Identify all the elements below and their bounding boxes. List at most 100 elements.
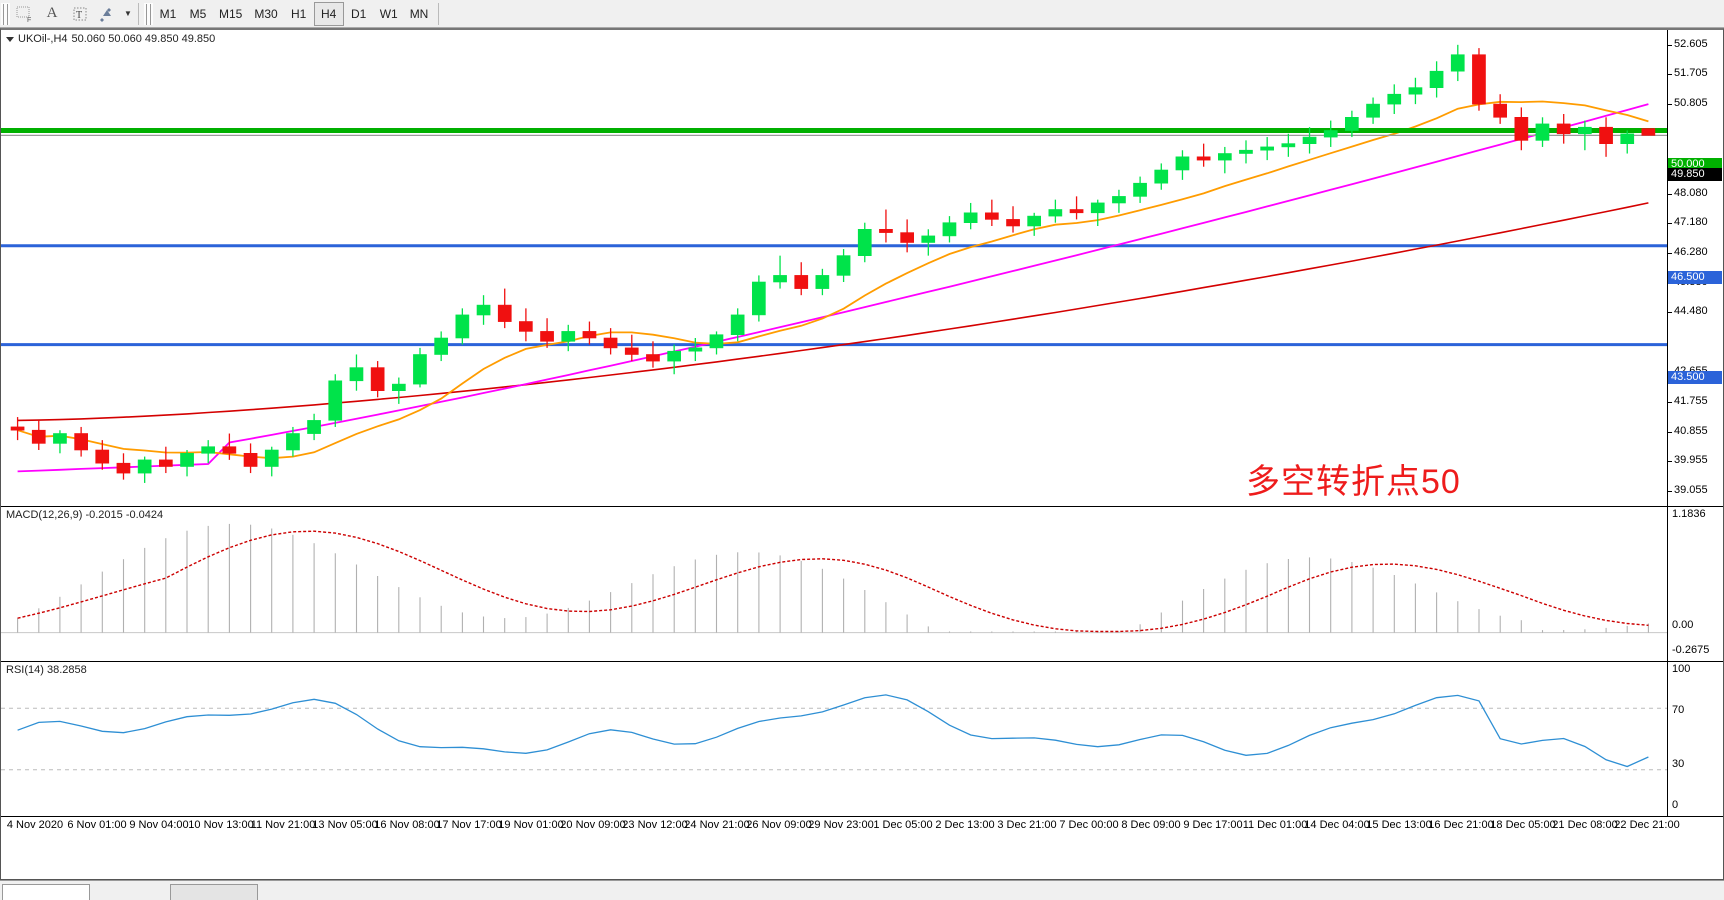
price-tick: 50.805 [1674,96,1708,109]
bid-price-label: 49.850 [1668,168,1722,181]
collapse-icon[interactable] [6,36,14,42]
price-tick: 39.955 [1674,454,1708,467]
time-axis-label: 1 Dec 05:00 [873,819,933,831]
period-h4[interactable]: H4 [313,1,344,26]
text-label-icon[interactable]: A [46,5,58,21]
chart-window[interactable]: UKOil-,H4 50.060 50.060 49.850 49.850 多空… [0,28,1724,880]
macd-plot[interactable] [1,507,1667,661]
text-object-icon[interactable]: T [67,2,93,26]
toolbar-grip[interactable] [1,2,10,25]
time-axis-label: 18 Dec 05:00 [1490,819,1556,831]
time-axis-label: 4 Nov 2020 [6,819,64,831]
macd-tick-zero: 0.00 [1672,619,1694,631]
period-m15[interactable]: M15 [219,6,243,21]
rsi-tick-70: 70 [1672,704,1685,716]
price-tick: 48.080 [1674,186,1708,199]
svg-text:F: F [27,17,31,23]
time-axis-label: 6 Nov 01:00 [67,819,127,831]
time-axis-label: 23 Nov 12:00 [622,819,688,831]
toolbar-separator [138,2,139,25]
price-panel[interactable]: UKOil-,H4 50.060 50.060 49.850 49.850 多空… [1,30,1723,506]
level-label-43500: 43.500 [1668,371,1722,384]
chart-tab-1[interactable] [2,884,90,900]
time-axis-label: 15 Dec 13:00 [1366,819,1432,831]
price-tick: 47.180 [1674,216,1708,229]
price-plot[interactable] [1,30,1667,506]
macd-panel[interactable]: MACD(12,26,9) -0.2015 -0.0424 1.1836 0.0… [1,506,1723,661]
period-d1[interactable]: D1 [351,6,367,21]
chart-annotation: 多空转折点50 [1246,463,1461,501]
price-tick-mark [1668,44,1672,46]
rsi-tick-0: 0 [1672,799,1679,811]
period-mn[interactable]: MN [409,6,429,21]
rsi-plot[interactable] [1,662,1667,816]
macd-title: MACD(12,26,9) -0.2015 -0.0424 [6,509,164,521]
period-m30[interactable]: M30 [254,6,278,21]
period-w1[interactable]: W1 [379,6,398,21]
crosshair-icon[interactable]: F [11,2,37,26]
price-tick-mark [1668,431,1672,433]
period-m1[interactable]: M1 [159,6,177,21]
objects-dropdown-caret-icon[interactable]: ▼ [124,9,132,18]
macd-tick-max: 1.1836 [1672,508,1706,520]
time-axis-label: 16 Nov 08:00 [374,819,440,831]
price-tick: 39.055 [1674,484,1708,496]
time-axis[interactable]: 4 Nov 2020 6 Nov 01:00 9 Nov 04:00 10 Nov 1… [1,816,1723,832]
time-axis-label: 9 Dec 17:00 [1183,819,1243,831]
price-tick-mark [1668,74,1672,76]
price-tick: 46.280 [1674,246,1708,258]
time-axis-label: 24 Nov 21:00 [684,819,750,831]
price-tick-mark [1668,312,1672,314]
time-axis-label: 13 Nov 05:00 [312,819,378,831]
symbol-label: UKOil-,H4 [18,33,68,45]
time-axis-label: 2 Dec 13:00 [935,819,995,831]
time-axis-label: 20 Nov 09:00 [560,819,626,831]
time-axis-label: 11 Nov 21:00 [250,819,316,831]
macd-scale: 1.1836 0.00 -0.2675 [1667,507,1723,661]
time-axis-label: 29 Nov 23:00 [808,819,874,831]
period-h1[interactable]: H1 [291,6,307,21]
price-tick: 51.705 [1674,67,1708,80]
current-price-label: 50.000 [1668,158,1722,171]
svg-text:T: T [76,10,82,21]
price-tick-mark [1668,103,1672,105]
level-label-46500: 46.500 [1668,271,1722,284]
time-axis-label: 10 Nov 13:00 [188,819,254,831]
macd-tick-min: -0.2675 [1672,644,1710,656]
price-tick: 41.755 [1674,395,1708,408]
time-axis-label: 17 Nov 17:00 [436,819,502,831]
chart-tab-2[interactable] [170,884,258,900]
price-tick: 40.855 [1674,424,1708,437]
time-axis-label: 11 Dec 01:00 [1242,819,1308,831]
objects-icon[interactable] [95,2,121,26]
price-tick-mark [1668,223,1672,225]
time-axis-label: 14 Dec 04:00 [1304,819,1370,831]
symbol-header: UKOil-,H4 50.060 50.060 49.850 49.850 [6,33,215,45]
price-tick: 44.480 [1674,305,1708,318]
rsi-panel[interactable]: RSI(14) 38.2858 100 70 30 0 [1,661,1723,816]
time-axis-label: 8 Dec 09:00 [1121,819,1181,831]
chart-tab-strip [0,880,1724,900]
price-tick-mark [1668,193,1672,195]
price-scale[interactable]: 52.60551.70550.80548.98048.08047.18046.2… [1667,30,1723,506]
time-axis-label: 22 Dec 21:00 [1614,819,1680,831]
ohlc-values: 50.060 50.060 49.850 49.850 [71,33,216,45]
price-tick-mark [1668,402,1672,404]
time-axis-label: 3 Dec 21:00 [997,819,1057,831]
period-m5[interactable]: M5 [189,6,207,21]
time-axis-label: 16 Dec 21:00 [1428,819,1494,831]
toolbar-separator-2 [438,2,440,25]
time-axis-label: 7 Dec 00:00 [1059,819,1119,831]
time-axis-label: 21 Dec 08:00 [1552,819,1618,831]
price-tick-mark [1668,253,1672,254]
main-toolbar: F A T ▼ M1 M5 M15 M30 H1 H4 D1 [0,0,1724,28]
rsi-tick-30: 30 [1672,758,1685,770]
periods-grip[interactable] [144,2,153,25]
price-tick: 52.605 [1674,37,1708,50]
price-tick-mark [1668,491,1672,492]
time-axis-label: 19 Nov 01:00 [498,819,564,831]
time-axis-label: 9 Nov 04:00 [129,819,189,831]
rsi-tick-100: 100 [1672,663,1691,675]
rsi-scale: 100 70 30 0 [1667,662,1723,816]
